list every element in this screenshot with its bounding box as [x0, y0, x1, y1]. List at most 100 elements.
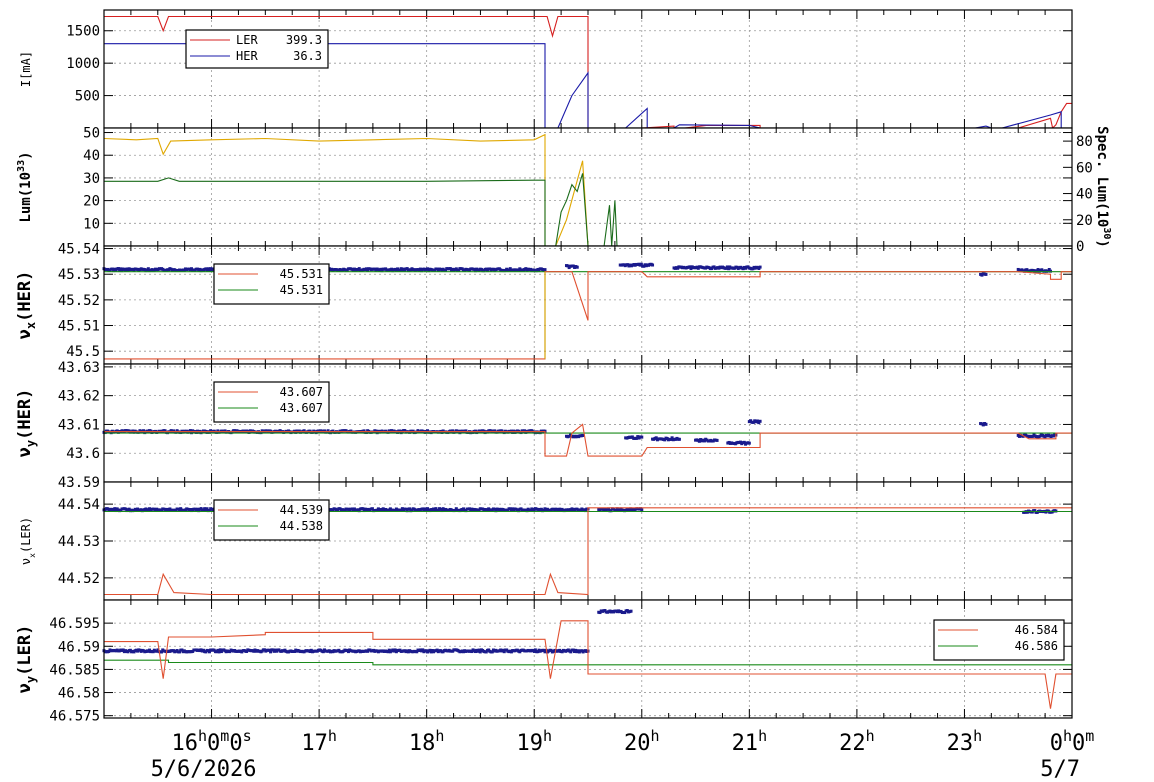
scatter-point	[614, 508, 618, 512]
scatter-point	[114, 509, 118, 513]
y-tick-label: 45.53	[58, 267, 100, 283]
legend-value: 399.3	[286, 33, 322, 47]
scatter-point	[581, 433, 585, 437]
y-axis-label: νx(HER)	[15, 271, 38, 340]
scatter-point	[537, 269, 541, 273]
scatter-point	[502, 650, 506, 654]
scatter-point	[523, 429, 527, 433]
scatter-point	[453, 508, 457, 512]
scatter-point	[346, 650, 350, 654]
x-tick-label: 20h	[624, 727, 660, 756]
scatter-point	[454, 267, 458, 271]
scatter-point	[127, 507, 131, 511]
y-tick-label: 43.61	[58, 417, 100, 433]
scatter-point	[584, 509, 588, 513]
scatter-point	[598, 611, 602, 615]
scatter-point	[689, 267, 693, 271]
scatter-point	[470, 650, 474, 654]
series-line	[104, 620, 1072, 709]
scatter-point	[1036, 268, 1040, 272]
y-tick-label: 45.51	[58, 319, 100, 335]
y-tick-label: 1000	[66, 56, 100, 72]
scatter-point	[634, 436, 638, 440]
scatter-point	[640, 508, 644, 512]
scatter-point	[569, 650, 573, 654]
scatter-point	[702, 439, 706, 443]
legend-name: LER	[236, 33, 258, 47]
right-y-tick-label: 0	[1076, 239, 1084, 255]
scatter-point	[120, 269, 124, 273]
scatter-point	[434, 507, 438, 511]
scatter-point	[485, 269, 489, 273]
legend-box	[933, 619, 1065, 661]
right-y-tick-label: 60	[1076, 160, 1093, 176]
scatter-point	[267, 648, 271, 652]
y-tick-label: 45.52	[58, 293, 100, 309]
scatter-point	[357, 509, 361, 513]
scatter-point	[751, 420, 755, 424]
y-tick-label: 46.595	[49, 616, 100, 632]
scatter-point	[511, 507, 515, 511]
scatter-point	[142, 429, 146, 433]
scatter-point	[436, 508, 440, 512]
plot-area	[104, 128, 1072, 246]
scatter-point	[451, 429, 455, 433]
scatter-point	[418, 267, 422, 271]
y-axis-label: I[mA]	[19, 51, 33, 87]
scatter-point	[408, 507, 412, 511]
scatter-point	[357, 267, 361, 271]
x-tick-label: 16h0m0s	[172, 727, 252, 756]
scatter-point	[758, 265, 762, 269]
scatter-point	[399, 508, 403, 512]
y-tick-label: 46.58	[58, 686, 100, 702]
scatter-point	[218, 648, 222, 652]
scatter-point	[386, 650, 390, 654]
right-y-tick-label: 80	[1076, 134, 1093, 150]
scatter-point	[160, 650, 164, 654]
x-axis-labels: 16h0m0s 17h 18h 19h 20h 21h 22h 23h 0h0m 5/6/2026…	[151, 727, 1095, 782]
scatter-point	[207, 268, 211, 272]
scatter-point	[494, 509, 498, 513]
scatter-point	[571, 264, 575, 268]
y-tick-label: 45.54	[58, 242, 100, 258]
y-tick-label: 46.59	[58, 639, 100, 655]
legend-value: 45.531	[280, 283, 323, 297]
series-line	[104, 659, 1072, 666]
scatter-point	[403, 429, 407, 433]
scatter-point	[387, 648, 391, 652]
scatter-point	[747, 441, 751, 445]
scatter-point	[321, 650, 325, 654]
scatter-point	[742, 440, 746, 444]
scatter-point	[215, 430, 219, 434]
legend: 45.531 45.531	[213, 263, 330, 305]
y-tick-label: 46.575	[49, 709, 100, 725]
scatter-point	[566, 264, 570, 268]
panel-frame	[103, 599, 1073, 719]
legend-box	[185, 29, 329, 69]
y-tick-label: 30	[83, 171, 100, 187]
scatter-point	[177, 508, 181, 512]
panel-nux_ler: 44.52 44.53 44.54 νx(LER) 44.539 44.538	[19, 481, 1073, 601]
scatter-point	[461, 507, 465, 511]
scatter-point	[188, 429, 192, 433]
scatter-point	[1047, 267, 1051, 271]
legend-value: 43.607	[280, 401, 323, 415]
y-tick-label: 44.54	[58, 497, 100, 513]
scatter-point	[738, 440, 742, 444]
legend-value: 44.538	[280, 519, 323, 533]
y-tick-label: 44.53	[58, 534, 100, 550]
scatter-point	[715, 438, 719, 442]
x-tick-label: 17h	[301, 727, 337, 756]
scatter-point	[207, 508, 211, 512]
right-y-tick-label: 40	[1076, 187, 1093, 203]
scatter-point	[124, 507, 128, 511]
series-line	[104, 173, 618, 247]
scatter-point	[398, 429, 402, 433]
x-tick-label: 19h	[516, 727, 552, 756]
scatter-point	[380, 269, 384, 273]
scatter-point	[609, 509, 613, 513]
y-axis-label: Lum(1033)	[16, 151, 34, 222]
scatter-point	[228, 650, 232, 654]
scatter-point	[216, 648, 220, 652]
